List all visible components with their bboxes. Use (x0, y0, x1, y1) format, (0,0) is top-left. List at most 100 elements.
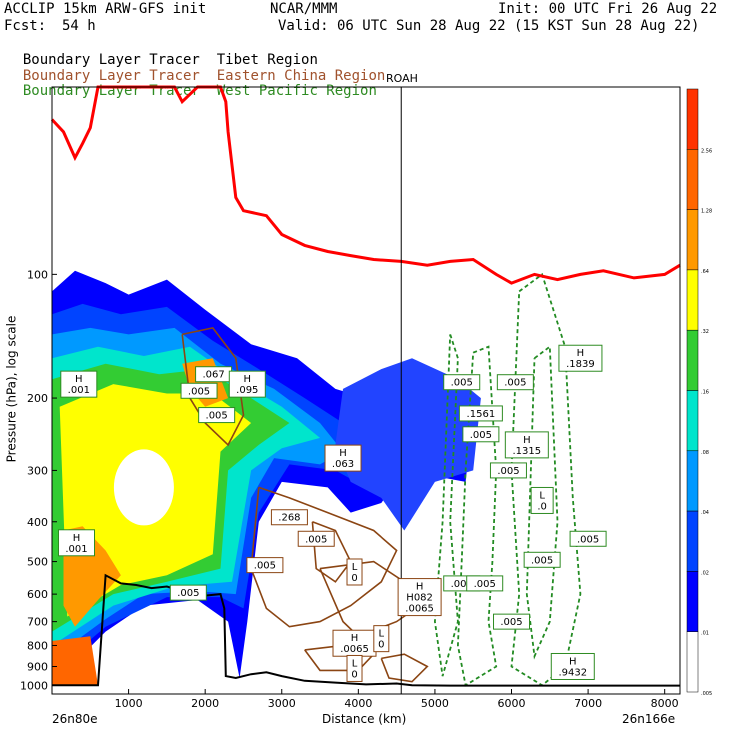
label-text: .005 (531, 555, 553, 566)
fcst-value: 54 h (62, 18, 96, 34)
left-endpoint-label: 26n80e (52, 712, 98, 726)
colorbar-level-label: 1.28 (701, 209, 712, 215)
contour-value-label: L0 (373, 625, 390, 653)
label-text: H082 (406, 593, 433, 604)
colorbar-level-label: .005 (701, 691, 712, 697)
label-box (346, 654, 363, 682)
colorbar-swatch (686, 269, 699, 331)
x-tick-label: 5000 (421, 697, 449, 710)
label-text: .005 (451, 579, 473, 590)
contour-value-label: H.001 (58, 529, 96, 557)
label-text: .005 (474, 579, 496, 590)
eastern-china-contour (311, 521, 352, 583)
label-text: H (523, 435, 531, 446)
terrain-line (52, 573, 680, 687)
x-tick-label: 6000 (498, 697, 526, 710)
label-text: .005 (254, 561, 276, 572)
label-text: .001 (65, 544, 87, 555)
label-text: H (577, 348, 585, 359)
label-box (324, 444, 362, 472)
label-box (569, 530, 607, 547)
tracer-line-tibet: Boundary Layer Tracer Tibet Region (6, 36, 318, 68)
label-text: H (569, 656, 577, 667)
marker-label: ROAH (386, 72, 418, 85)
contour-value-label: .005 (493, 613, 531, 630)
colorbar-swatch (686, 329, 699, 391)
colorbar-level-label: .64 (701, 269, 709, 275)
label-box (523, 551, 561, 568)
label-box (462, 426, 500, 443)
eastern-china-contour (250, 486, 398, 628)
label-text: .0065 (340, 644, 369, 655)
contour-value-label: .268 (270, 509, 308, 526)
y-tick-label: 900 (27, 660, 48, 673)
y-tick-label: 800 (27, 639, 48, 652)
y-tick-label: 600 (27, 588, 48, 601)
contour-value-label: L.0 (530, 486, 554, 514)
colorbar: 2.56 1.28 .64 .32 .16 .08 .04 .02 .01 .005 (686, 88, 712, 697)
label-box (489, 462, 527, 479)
tracer-label: Boundary Layer Tracer (22, 52, 200, 68)
y-tick-label: 300 (27, 464, 48, 477)
label-box (346, 558, 363, 586)
label-text: .001 (68, 385, 90, 396)
plot-frame (51, 86, 681, 695)
contour-value-label: .1561 (458, 405, 503, 422)
contour-value-label: .005 (496, 374, 534, 391)
label-text: .005 (177, 588, 199, 599)
label-text: .095 (236, 385, 258, 396)
contour-value-label: L0 (346, 558, 363, 586)
colorbar-swatch (686, 631, 699, 693)
axes: 1000 2000 3000 4000 5000 6000 7000 800010020030… (20, 268, 679, 710)
label-text: .9432 (558, 667, 587, 678)
label-text: H (416, 582, 424, 593)
valid-time: Valid: 06 UTC Sun 28 Aug 22 (15 KST Sun … (278, 18, 700, 34)
label-text: 0 (378, 640, 384, 651)
label-text: .0065 (405, 604, 434, 615)
x-tick-label: 3000 (268, 697, 296, 710)
label-box (270, 509, 308, 526)
label-box (443, 374, 481, 391)
label-box (466, 575, 504, 592)
contour-value-label: H.1315 (504, 431, 549, 459)
contour-value-label: .005 (198, 407, 236, 424)
label-text: .005 (470, 430, 492, 441)
label-box (558, 344, 603, 372)
contour-value-label: H.0065 (332, 629, 377, 657)
contour-value-label: .005 (180, 382, 218, 399)
label-box (60, 370, 98, 398)
west-pacific-contour (525, 344, 559, 660)
colorbar-level-label: 2.56 (701, 148, 712, 154)
contour-value-label: H.001 (60, 370, 98, 398)
contour-value-label: .005 (569, 530, 607, 547)
label-text: 0 (351, 573, 357, 584)
label-text: .005 (188, 386, 210, 397)
tracer-fill-region (335, 358, 481, 531)
tracer-line-eastern-china: Boundary Layer Tracer Eastern China Regi… (6, 52, 385, 84)
colorbar-swatch (686, 571, 699, 632)
label-text: L (352, 562, 358, 573)
contour-value-label: H.1839 (558, 344, 603, 372)
label-box (550, 652, 595, 680)
label-box (228, 370, 266, 398)
label-box (373, 625, 390, 653)
label-text: H (73, 533, 81, 544)
right-endpoint-label: 26n166e (622, 712, 676, 726)
colorbar-swatch (686, 510, 699, 572)
eastern-china-contour (181, 327, 245, 447)
label-box (198, 407, 236, 424)
label-text: H (244, 374, 252, 385)
contour-labels: H.001.067.005.005H.095H.001.005H.063.268… (58, 344, 607, 682)
label-box (397, 578, 442, 617)
org-label: NCAR/MMM (270, 1, 338, 17)
y-tick-label: 200 (27, 392, 48, 405)
y-tick-label: 1000 (20, 679, 48, 692)
west-pacific-contour (510, 272, 582, 687)
contour-value-label: H.9432 (550, 652, 595, 680)
contour-value-label: .005 (297, 530, 335, 547)
label-text: .067 (202, 370, 224, 381)
tracer-field (52, 270, 481, 686)
label-text: .1561 (467, 409, 496, 420)
contour-value-label: .005 (462, 426, 500, 443)
